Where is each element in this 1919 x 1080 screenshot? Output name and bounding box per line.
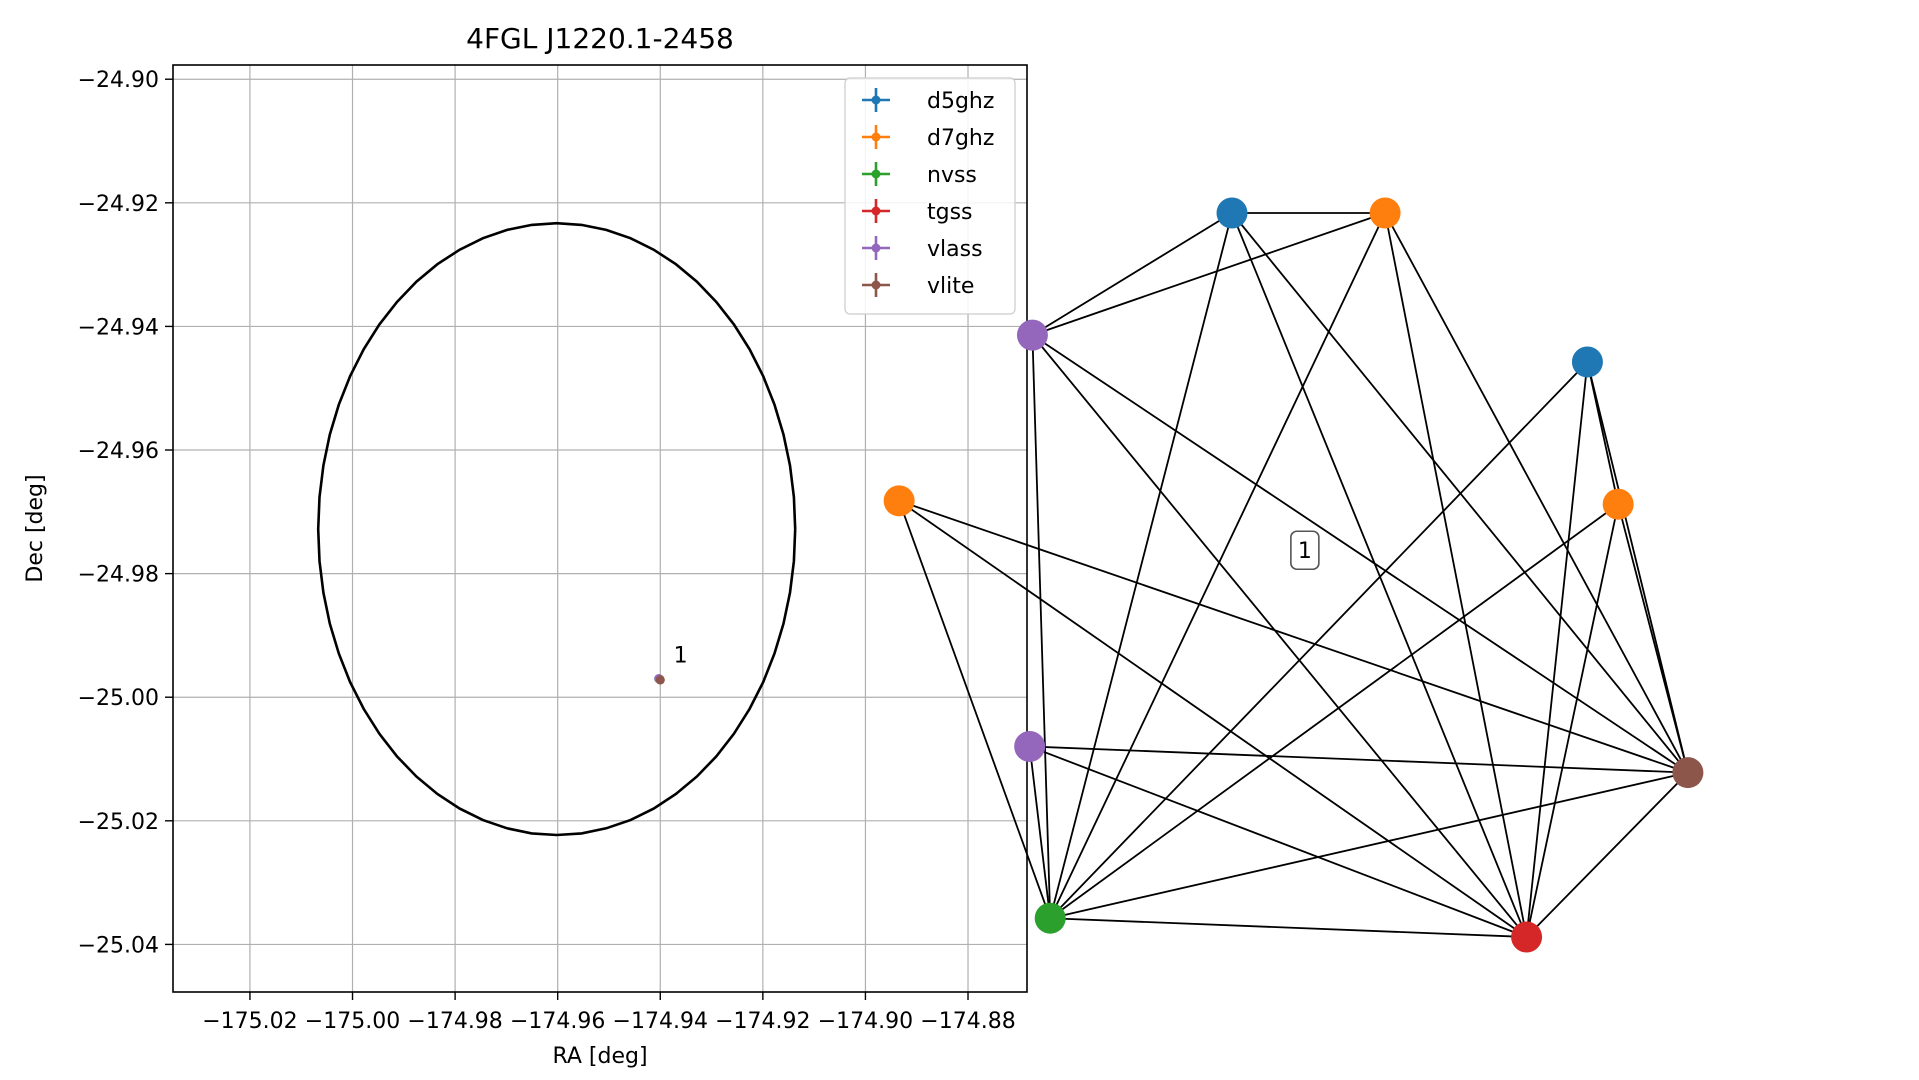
network-edge (1029, 745, 1527, 938)
network-edge (1586, 361, 1689, 773)
network-edge (1031, 212, 1233, 336)
x-tick-label: −174.98 (407, 1009, 502, 1034)
legend-entry-vlite: vlite (862, 273, 974, 299)
x-tick-label: −174.96 (510, 1009, 605, 1034)
x-tick-label: −174.92 (715, 1009, 810, 1034)
network-edge (1031, 335, 1052, 919)
source-markers (654, 674, 665, 685)
marker-vlite (655, 675, 665, 685)
network-edge (898, 500, 1052, 919)
network-node-tgss (1511, 921, 1543, 953)
network-node-d7b (1602, 488, 1634, 520)
network-edge (1031, 334, 1528, 938)
network-node-vlite (1672, 757, 1704, 789)
legend-entry-d7ghz: d7ghz (862, 125, 994, 151)
network-edge (1050, 917, 1527, 938)
y-tick-label: −24.96 (78, 439, 159, 464)
legend-label: vlass (927, 237, 983, 262)
point-annotation: 1 (674, 644, 688, 669)
legend-entry-tgss: tgss (862, 199, 973, 225)
network-edge (1525, 361, 1589, 938)
legend-marker-dot (871, 132, 881, 142)
legend-label: tgss (927, 200, 973, 225)
legend-marker-dot (871, 206, 881, 216)
network-edge (898, 500, 1528, 938)
x-tick-label: −174.88 (920, 1009, 1015, 1034)
network-edge (898, 500, 1689, 774)
x-axis-label: RA [deg] (552, 1044, 647, 1069)
y-ticks: −24.90 −24.92 −24.94 −24.96 −24.98 −25.00 −25.… (78, 68, 173, 958)
x-tick-label: −175.02 (202, 1009, 297, 1034)
network-edge (1049, 771, 1689, 920)
right-panel: 1 (883, 197, 1704, 953)
axes-frame (172, 64, 1028, 993)
y-tick-label: −24.92 (78, 192, 159, 217)
network-edge (1525, 771, 1689, 938)
x-tick-label: −174.94 (613, 1009, 708, 1034)
network-node-nvss (1034, 902, 1066, 934)
network-edge (1617, 503, 1689, 773)
annotations: 1 (674, 644, 688, 669)
network-edges (898, 212, 1689, 938)
legend-label: nvss (927, 163, 977, 188)
legend-label: d5ghz (927, 89, 994, 114)
network-label-box (1290, 530, 1320, 571)
network-edge (1028, 746, 1052, 919)
left-panel: 1 −175.02 −175.00 −174.98 −174.96 −174.94 −17… (23, 22, 1028, 1069)
network-edge (1032, 212, 1386, 336)
network-node-d5a (1216, 197, 1248, 229)
legend-marker-dot (871, 243, 881, 253)
y-axis-label: Dec [deg] (23, 474, 48, 582)
y-tick-label: −24.90 (78, 68, 159, 93)
x-tick-label: −175.00 (305, 1009, 400, 1034)
network-node-d5b (1571, 346, 1603, 378)
chart-title: 4FGL J1220.1-2458 (466, 22, 734, 55)
grid-lines (173, 65, 1027, 992)
legend-marker-dot (871, 169, 881, 179)
marker-dot (655, 675, 665, 685)
x-tick-label: −174.90 (818, 1009, 913, 1034)
y-tick-label: −25.00 (78, 686, 159, 711)
network-node-vlassA (1016, 319, 1048, 351)
legend-entry-nvss: nvss (862, 162, 977, 188)
network-edge (1049, 503, 1619, 919)
legend-entry-d5ghz: d5ghz (862, 88, 994, 114)
legend-label: d7ghz (927, 126, 994, 151)
network-node-vlassB (1014, 730, 1046, 762)
network-label-text: 1 (1298, 539, 1312, 564)
localization-ellipse (316, 221, 797, 837)
network-node-d7c (883, 485, 915, 517)
network-edge (1231, 212, 1528, 938)
network-edge (1049, 361, 1589, 919)
ellipse-outline (316, 221, 797, 837)
network-label: 1 (1290, 530, 1320, 571)
network-edge (1049, 212, 1233, 919)
legend-label: vlite (927, 274, 974, 299)
legend-entry-vlass: vlass (862, 236, 983, 262)
network-edge (1031, 334, 1689, 774)
network-nodes (883, 197, 1704, 953)
x-ticks: −175.02 −175.00 −174.98 −174.96 −174.94 −174.… (202, 992, 1016, 1034)
network-edge (1384, 212, 1689, 774)
network-edge (1029, 745, 1688, 774)
network-node-d7a (1369, 197, 1401, 229)
network-edge (1049, 212, 1386, 919)
y-tick-label: −25.02 (78, 810, 159, 835)
network-edge (1525, 504, 1620, 938)
y-tick-label: −24.94 (78, 315, 159, 340)
network-edge (1384, 212, 1528, 938)
legend-marker-dot (871, 95, 881, 105)
legend-marker-dot (871, 280, 881, 290)
y-tick-label: −25.04 (78, 933, 159, 958)
legend: d5ghz d7ghz nvss tgss vlass vlite (844, 77, 1016, 315)
y-tick-label: −24.98 (78, 563, 159, 588)
